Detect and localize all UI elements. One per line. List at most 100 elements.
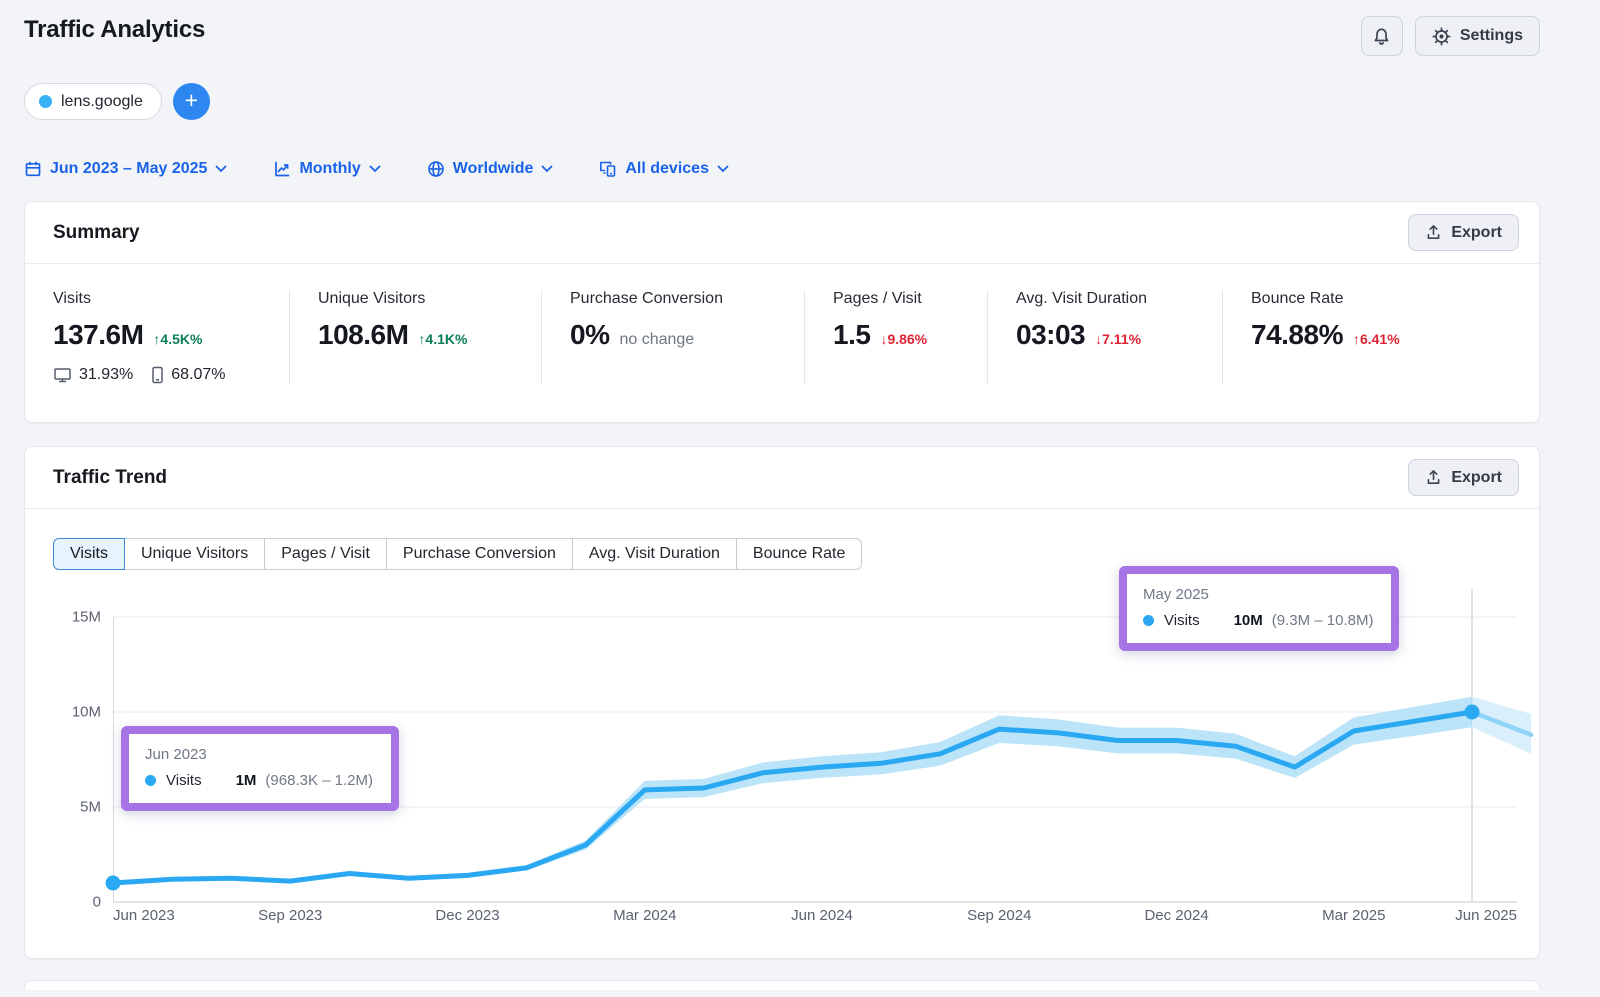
target-chips: lens.google + bbox=[24, 83, 1540, 120]
metric-label: Bounce Rate bbox=[1251, 290, 1519, 308]
tooltip-title: Jun 2023 bbox=[145, 746, 373, 763]
next-card-top-edge bbox=[24, 980, 1540, 990]
add-competitor-button[interactable]: + bbox=[173, 83, 210, 120]
x-axis-label: Sep 2023 bbox=[258, 907, 322, 924]
metric-value: 137.6M bbox=[53, 319, 143, 351]
metric-value: 74.88% bbox=[1251, 319, 1343, 351]
date-range-filter[interactable]: Jun 2023 – May 2025 bbox=[24, 160, 227, 178]
granularity-label: Monthly bbox=[299, 160, 360, 178]
summary-card-header: Summary Export bbox=[25, 202, 1539, 264]
granularity-filter[interactable]: Monthly bbox=[273, 160, 380, 178]
export-icon bbox=[1425, 469, 1442, 486]
device-split: 31.93% 68.07% bbox=[53, 366, 269, 384]
page-title: Traffic Analytics bbox=[24, 16, 205, 44]
chart-tooltip-may-2025: May 2025 Visits 10M (9.3M – 10.8M) bbox=[1119, 566, 1399, 651]
trend-body: Visits Unique Visitors Pages / Visit Pur… bbox=[25, 509, 1539, 958]
filter-bar: Jun 2023 – May 2025 Monthly bbox=[24, 160, 1540, 178]
metric-label: Purchase Conversion bbox=[570, 290, 784, 308]
y-axis-label: 10M bbox=[72, 704, 101, 721]
metric-label: Avg. Visit Duration bbox=[1016, 290, 1202, 308]
export-label: Export bbox=[1451, 469, 1502, 487]
x-axis: Jun 2023 Sep 2023 Dec 2023 Mar 2024 Jun 2024… bbox=[113, 907, 1517, 927]
tooltip-series: Visits bbox=[1164, 612, 1200, 629]
series-color-dot bbox=[39, 95, 52, 108]
summary-export-button[interactable]: Export bbox=[1408, 214, 1519, 251]
metric-note: no change bbox=[619, 331, 694, 349]
page: Traffic Analytics Set bbox=[24, 0, 1540, 990]
chevron-down-icon bbox=[369, 165, 381, 173]
metric-unique-visitors: Unique Visitors 108.6M ↑4.1K% bbox=[289, 290, 541, 384]
globe-icon bbox=[427, 160, 445, 178]
tab-pages-per-visit[interactable]: Pages / Visit bbox=[264, 538, 387, 570]
summary-title: Summary bbox=[53, 222, 140, 244]
metric-bounce-rate: Bounce Rate 74.88% ↑6.41% bbox=[1222, 290, 1539, 384]
metric-visits: Visits 137.6M ↑4.5K% 31.93% bbox=[25, 290, 289, 384]
topbar-actions: Settings bbox=[1361, 16, 1540, 56]
tab-purchase-conversion[interactable]: Purchase Conversion bbox=[386, 538, 573, 570]
x-axis-label: Jun 2023 bbox=[113, 907, 175, 924]
desktop-icon bbox=[53, 366, 72, 384]
tooltip-range: (968.3K – 1.2M) bbox=[265, 772, 373, 789]
devices-filter[interactable]: All devices bbox=[599, 160, 729, 178]
x-axis-label: Jun 2024 bbox=[791, 907, 853, 924]
x-axis-label: Mar 2025 bbox=[1322, 907, 1385, 924]
bell-icon bbox=[1372, 27, 1391, 46]
x-axis-label: Dec 2024 bbox=[1144, 907, 1208, 924]
settings-button[interactable]: Settings bbox=[1415, 16, 1540, 56]
export-icon bbox=[1425, 224, 1442, 241]
metric-value: 108.6M bbox=[318, 319, 408, 351]
chart-tooltip-jun-2023: Jun 2023 Visits 1M (968.3K – 1.2M) bbox=[121, 726, 399, 811]
metric-delta: ↑4.5K% bbox=[153, 331, 202, 347]
trend-chart-icon bbox=[273, 160, 291, 178]
metric-delta: ↑6.41% bbox=[1353, 331, 1400, 347]
tooltip-series: Visits bbox=[166, 772, 202, 789]
metric-pages-per-visit: Pages / Visit 1.5 ↓9.86% bbox=[804, 290, 987, 384]
summary-metrics: Visits 137.6M ↑4.5K% 31.93% bbox=[25, 264, 1539, 422]
region-label: Worldwide bbox=[453, 160, 534, 178]
x-axis-label: Jun 2025 bbox=[1455, 907, 1517, 924]
mobile-share: 68.07% bbox=[171, 366, 225, 384]
y-axis-label: 5M bbox=[80, 799, 101, 816]
x-axis-label: Dec 2023 bbox=[435, 907, 499, 924]
metric-label: Pages / Visit bbox=[833, 290, 967, 308]
traffic-trend-card: Traffic Trend Export Visits Unique Visit… bbox=[24, 446, 1540, 959]
devices-icon bbox=[599, 160, 617, 178]
export-label: Export bbox=[1451, 224, 1502, 242]
desktop-share: 31.93% bbox=[79, 366, 133, 384]
metric-delta: ↑4.1K% bbox=[418, 331, 467, 347]
summary-card: Summary Export Visits 137.6M ↑4.5K% bbox=[24, 201, 1540, 423]
tab-avg-visit-duration[interactable]: Avg. Visit Duration bbox=[572, 538, 737, 570]
x-axis-label: Mar 2024 bbox=[613, 907, 676, 924]
notifications-button[interactable] bbox=[1361, 16, 1403, 56]
chevron-down-icon bbox=[541, 165, 553, 173]
metric-label: Unique Visitors bbox=[318, 290, 521, 308]
trend-export-button[interactable]: Export bbox=[1408, 459, 1519, 496]
date-range-label: Jun 2023 – May 2025 bbox=[50, 160, 207, 178]
metric-value: 0% bbox=[570, 319, 609, 351]
tooltip-value: 10M bbox=[1234, 612, 1263, 629]
chevron-down-icon bbox=[717, 165, 729, 173]
x-axis-label: Sep 2024 bbox=[967, 907, 1031, 924]
topbar: Traffic Analytics Set bbox=[24, 0, 1540, 56]
tooltip-title: May 2025 bbox=[1143, 586, 1373, 603]
metric-delta: ↓9.86% bbox=[880, 331, 927, 347]
domain-chip-label: lens.google bbox=[61, 93, 143, 111]
trend-title: Traffic Trend bbox=[53, 467, 167, 489]
series-color-dot bbox=[1143, 615, 1154, 626]
mobile-icon bbox=[151, 366, 164, 384]
metric-value: 1.5 bbox=[833, 319, 870, 351]
tab-bounce-rate[interactable]: Bounce Rate bbox=[736, 538, 863, 570]
tab-visits[interactable]: Visits bbox=[53, 538, 125, 570]
tooltip-range: (9.3M – 10.8M) bbox=[1272, 612, 1374, 629]
tab-unique-visitors[interactable]: Unique Visitors bbox=[124, 538, 265, 570]
settings-label: Settings bbox=[1460, 27, 1523, 45]
metric-label: Visits bbox=[53, 290, 269, 308]
y-axis-label: 15M bbox=[72, 609, 101, 626]
metric-purchase-conversion: Purchase Conversion 0% no change bbox=[541, 290, 804, 384]
region-filter[interactable]: Worldwide bbox=[427, 160, 554, 178]
metric-value: 03:03 bbox=[1016, 319, 1085, 351]
y-axis-label: 0 bbox=[93, 894, 101, 911]
domain-chip[interactable]: lens.google bbox=[24, 83, 162, 120]
gear-icon bbox=[1432, 27, 1451, 46]
calendar-icon bbox=[24, 160, 42, 178]
